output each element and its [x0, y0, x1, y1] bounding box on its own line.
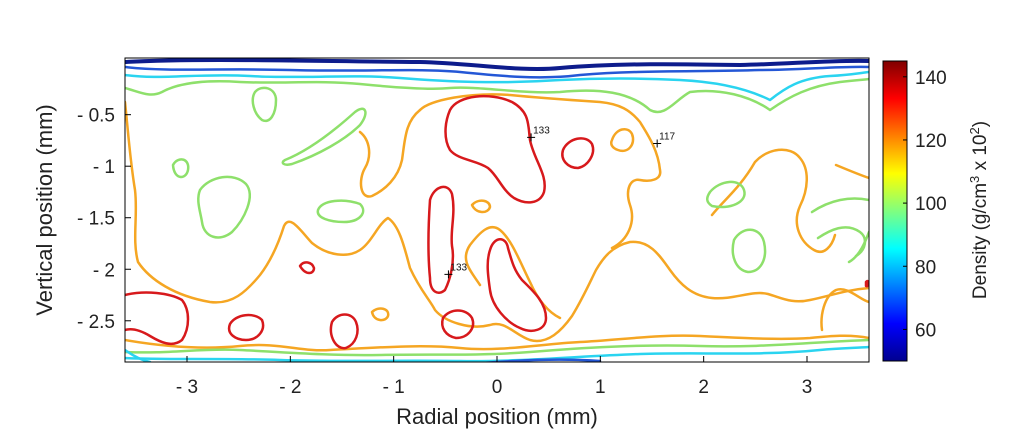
y-tick-label: - 1.5: [77, 209, 115, 230]
contour-label-marker: [653, 139, 662, 148]
contour-133-topcenter: [444, 95, 546, 204]
contour-level-label: 133: [533, 125, 550, 136]
y-tick-label: - 0.5: [77, 106, 115, 127]
colorbar-label: Density: [970, 235, 991, 299]
contour-117-dot: [370, 307, 390, 322]
contour-annotations: 133 117 133: [444, 125, 676, 279]
contour-100-bottom: [125, 338, 869, 357]
colorbar-tick-label: 120: [915, 131, 947, 152]
contour-100-f: [706, 180, 746, 209]
x-tick-label: - 1: [383, 377, 405, 398]
contour-117-center: [464, 225, 562, 320]
colorbar-units-mid: x 10: [970, 134, 991, 175]
colorbar-ticks: 60 80 100 120 140: [903, 68, 947, 341]
contour-117-bottomright: [820, 288, 869, 332]
y-axis: - 0.5 - 1 - 1.5 - 2 - 2.5: [77, 106, 131, 333]
colorbar-tick-label: 140: [915, 68, 947, 89]
contour-133-small-d: [441, 309, 475, 340]
contour-117-right2: [834, 163, 869, 180]
contour-55-top: [125, 58, 869, 72]
y-tick-label: - 1: [93, 157, 115, 178]
x-tick-label: - 2: [279, 377, 301, 398]
x-axis-title: Radial position (mm): [396, 404, 598, 429]
colorbar-units-end: ): [970, 121, 991, 127]
colorbar-tick-label: 100: [915, 194, 947, 215]
colorbar-units: (g/cm: [970, 183, 991, 231]
contour-100-c: [171, 158, 190, 179]
contour-70-bottom: [479, 358, 602, 362]
contour-117-ring-b: [610, 127, 635, 153]
contour-133-small-b: [227, 313, 265, 342]
contour-133-small-a: [298, 261, 316, 275]
contour-133-centerright: [486, 238, 548, 332]
contour-100-b: [281, 107, 367, 166]
contour-85-left: [125, 348, 152, 362]
contour-label-marker: [444, 270, 453, 279]
colorbar-units-sup1: 3: [967, 176, 982, 183]
contour-level-label: 133: [450, 262, 467, 273]
colorbar-title: Density (g/cm3 x 102): [967, 121, 992, 299]
x-tick-label: 2: [698, 377, 709, 398]
contour-117-main: [125, 100, 869, 343]
contour-117-upper: [418, 93, 662, 250]
contour-117-ring-a: [470, 199, 492, 214]
x-tick-label: - 3: [176, 377, 198, 398]
x-tick-label: 1: [595, 377, 606, 398]
contour-100-br: [847, 230, 869, 264]
contour-117-mid: [358, 108, 422, 198]
contour-100-i: [816, 226, 867, 258]
contour-100-a: [251, 86, 278, 123]
contour-100-h: [810, 197, 869, 214]
x-tick-label: 0: [492, 377, 503, 398]
contour-133-small-c: [329, 313, 359, 350]
contour-117-right: [710, 148, 837, 253]
contour-133-edge: [864, 279, 869, 288]
y-tick-label: - 2: [93, 260, 115, 281]
colorbar: [882, 60, 908, 362]
y-tick-label: - 2.5: [77, 312, 115, 333]
contour-133-right: [561, 137, 595, 170]
contour-100-e: [316, 199, 365, 224]
contour-70-top: [125, 65, 869, 79]
x-axis: - 3 - 2 - 1 0 1 2 3: [176, 356, 812, 398]
y-axis-title: Vertical position (mm): [32, 104, 57, 316]
colorbar-tick-label: 60: [915, 320, 936, 341]
colorbar-tick-label: 80: [915, 257, 936, 278]
contour-85-top: [125, 70, 869, 102]
contour-label-marker: [527, 133, 536, 142]
contour-133-centerleft: [427, 185, 455, 294]
contour-100-d: [197, 175, 251, 239]
contour-100-g: [731, 228, 767, 274]
contour-133-bottomleft: [125, 291, 190, 346]
colorbar-units-sup2: 2: [967, 127, 982, 134]
contour-level-label: 117: [659, 132, 675, 143]
x-tick-label: 3: [802, 377, 813, 398]
contour-lines: [125, 58, 869, 362]
contour-117-lowerleft: [125, 334, 869, 352]
contour-100-top: [125, 77, 869, 114]
